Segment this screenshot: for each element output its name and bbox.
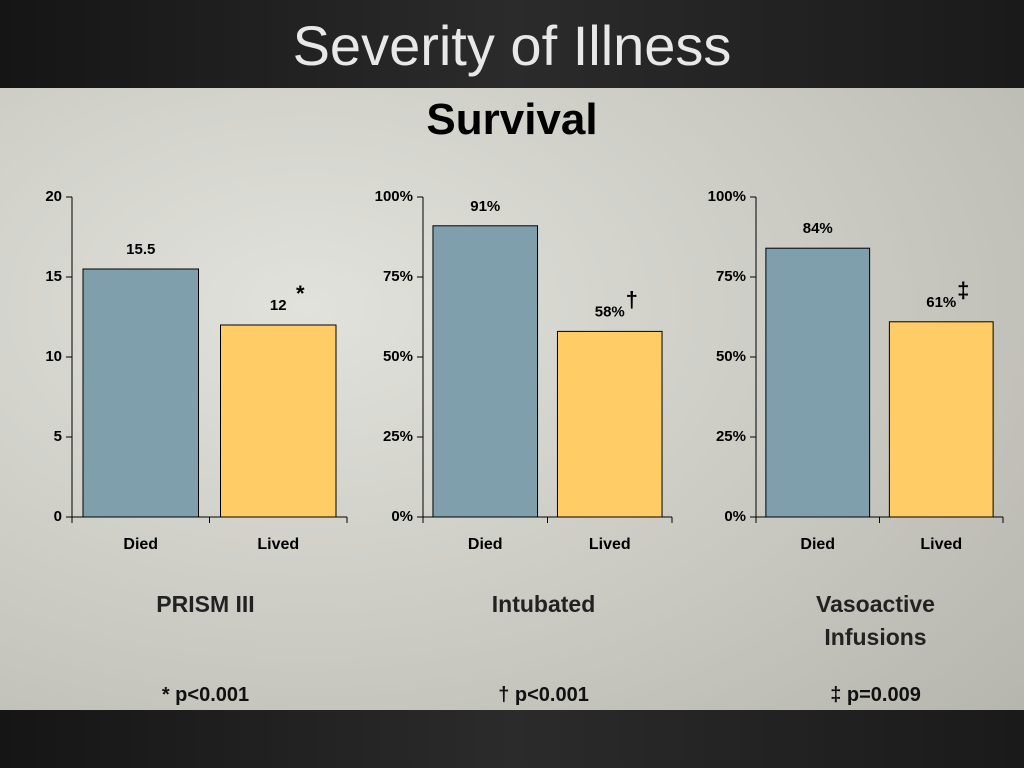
bar <box>82 268 199 518</box>
bar <box>765 247 871 518</box>
bar <box>888 321 994 518</box>
y-tick-label: 25% <box>383 428 413 445</box>
y-tick-label: 0% <box>724 508 746 525</box>
y-tick-label: 0 <box>54 508 62 525</box>
x-tick-label: Lived <box>257 536 299 553</box>
footnote: ‡ p=0.009 <box>830 684 921 706</box>
value-label: 15.5 <box>126 241 155 258</box>
footnote: † p<0.001 <box>498 684 589 706</box>
slide-title: Severity of Illness <box>292 14 732 77</box>
y-tick-label: 50% <box>716 348 746 365</box>
chart-label: Vasoactive Infusions <box>816 591 935 650</box>
y-tick-label: 75% <box>383 268 413 285</box>
footnote: * p<0.001 <box>161 684 250 706</box>
annotation: † <box>626 287 638 312</box>
y-tick-label: 100% <box>708 188 746 205</box>
x-tick-label: Lived <box>589 536 631 553</box>
bottom-band <box>0 710 1024 768</box>
y-tick-label: 50% <box>383 348 413 365</box>
slide-subtitle: Survival <box>426 95 598 144</box>
value-label: 58% <box>595 303 625 320</box>
chart-label: Intubated <box>491 591 596 617</box>
y-tick-label: 10 <box>45 348 62 365</box>
annotation: ‡ <box>957 278 969 303</box>
value-label: 91% <box>470 198 500 215</box>
top-band <box>0 0 1024 88</box>
value-label: 84% <box>803 220 833 237</box>
value-label: 12 <box>270 297 287 314</box>
value-label: 61% <box>926 294 956 311</box>
bar <box>220 324 337 518</box>
x-tick-label: Died <box>123 536 158 553</box>
y-tick-label: 15 <box>45 268 62 285</box>
y-tick-label: 0% <box>391 508 413 525</box>
chart-label: PRISM III <box>156 591 255 617</box>
bar <box>432 225 539 518</box>
y-tick-label: 100% <box>375 188 413 205</box>
y-tick-label: 20 <box>45 188 62 205</box>
y-tick-label: 25% <box>716 428 746 445</box>
bar <box>556 330 663 518</box>
y-tick-label: 75% <box>716 268 746 285</box>
x-tick-label: Died <box>468 536 503 553</box>
y-tick-label: 5 <box>54 428 62 445</box>
annotation: * <box>296 281 305 306</box>
x-tick-label: Died <box>800 536 835 553</box>
x-tick-label: Lived <box>920 536 962 553</box>
